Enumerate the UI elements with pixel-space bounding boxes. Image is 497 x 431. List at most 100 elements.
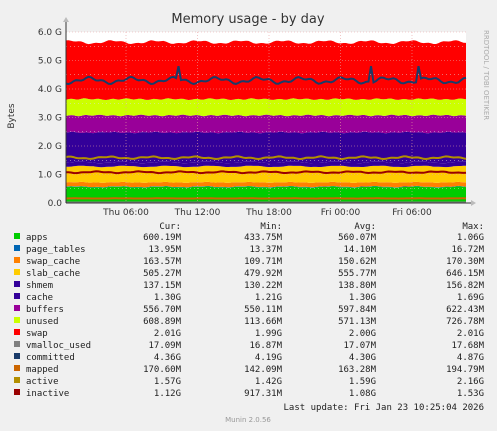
legend-header-min: Min: [260, 222, 282, 232]
legend-max: 170.30M [446, 257, 485, 267]
area-unused [66, 98, 466, 117]
x-tick-label: Thu 06:00 [102, 208, 149, 218]
legend-cur: 556.70M [143, 305, 182, 315]
y-tick-label: 2.0 G [38, 142, 62, 152]
y-tick-label: 1.0 G [38, 171, 62, 181]
legend-name: apps [26, 233, 48, 243]
y-axis-label: Bytes [7, 103, 17, 129]
legend-avg: 2.00G [349, 329, 376, 339]
legend-row-apps: apps 600.19M 433.75M 560.07M 1.06G [14, 233, 484, 243]
legend-row-swap: swap 2.01G 1.99G 2.00G 2.01G [14, 329, 484, 339]
area-slab_cache [66, 165, 466, 183]
legend-min: 479.92M [244, 269, 283, 279]
legend-row-committed: committed 4.36G 4.19G 4.30G 4.87G [14, 353, 484, 363]
legend-swatch [14, 233, 20, 239]
legend-swatch [14, 377, 20, 383]
legend-cur: 163.57M [143, 257, 182, 267]
legend: Cur: Min: Avg: Max: apps 600.19M 433.75M 56… [14, 222, 485, 399]
legend-min: 433.75M [244, 233, 283, 243]
legend-max: 156.82M [446, 281, 485, 291]
legend-cur: 13.95M [148, 245, 181, 255]
legend-avg: 1.30G [349, 293, 376, 303]
legend-swatch [14, 293, 20, 299]
legend-avg: 17.07M [343, 341, 376, 351]
area-buffers [66, 114, 466, 134]
legend-swatch [14, 341, 20, 347]
legend-max: 194.79M [446, 365, 485, 375]
legend-cur: 1.12G [154, 389, 181, 399]
legend-max: 1.06G [457, 233, 484, 243]
area-swap [66, 40, 466, 100]
legend-max: 4.87G [457, 353, 484, 363]
legend-name: cache [26, 293, 53, 303]
legend-row-buffers: buffers 556.70M 550.11M 597.84M 622.43M [14, 305, 485, 315]
legend-cur: 170.60M [143, 365, 182, 375]
line-committed [65, 65, 467, 86]
legend-row-page_tables: page_tables 13.95M 13.37M 14.10M 16.72M [14, 245, 485, 255]
legend-cur: 4.36G [154, 353, 181, 363]
legend-avg: 560.07M [338, 233, 377, 243]
legend-max: 2.16G [457, 377, 484, 387]
legend-name: swap_cache [26, 257, 80, 267]
axes: 0.0 1.0 G 2.0 G 3.0 G 4.0 G 5.0 G 6.0 G Thu 06:… [38, 17, 476, 218]
legend-row-inactive: inactive 1.12G 917.31M 1.08G 1.53G [14, 389, 484, 399]
legend-name: swap [26, 329, 48, 339]
legend-swatch [14, 257, 20, 263]
legend-max: 2.01G [457, 329, 484, 339]
legend-avg: 1.59G [349, 377, 376, 387]
rrdtool-label: RRDTOOL / TOBI OETIKER [482, 30, 490, 120]
x-tick-label: Fri 06:00 [392, 208, 432, 218]
line-active [65, 155, 467, 161]
legend-cur: 17.09M [148, 341, 181, 351]
y-tick-label: 3.0 G [38, 114, 62, 124]
legend-min: 1.42G [255, 377, 282, 387]
y-tick-label: 0.0 [48, 199, 63, 209]
legend-avg: 571.13M [338, 317, 377, 327]
legend-cur: 137.15M [143, 281, 182, 291]
legend-max: 17.68M [451, 341, 484, 351]
legend-swatch [14, 353, 20, 359]
legend-min: 142.09M [244, 365, 283, 375]
x-tick-label: Fri 00:00 [321, 208, 361, 218]
legend-min: 109.71M [244, 257, 283, 267]
legend-name: vmalloc_used [26, 341, 91, 351]
legend-swatch [14, 329, 20, 335]
legend-name: unused [26, 317, 59, 327]
legend-cur: 600.19M [143, 233, 182, 243]
legend-name: inactive [26, 389, 69, 399]
legend-avg: 163.28M [338, 365, 377, 375]
area-swap_cache [66, 181, 466, 188]
legend-name: committed [26, 353, 75, 363]
legend-min: 4.19G [255, 353, 282, 363]
legend-avg: 150.62M [338, 257, 377, 267]
legend-row-cache: cache 1.30G 1.21G 1.30G 1.69G [14, 293, 484, 303]
legend-avg: 138.80M [338, 281, 377, 291]
legend-swatch [14, 365, 20, 371]
line-inactive [66, 170, 467, 175]
legend-min: 550.11M [244, 305, 283, 315]
legend-row-slab_cache: slab_cache 505.27M 479.92M 555.77M 646.15M [14, 269, 485, 279]
legend-cur: 608.89M [143, 317, 182, 327]
munin-version: Munin 2.0.56 [225, 416, 271, 424]
legend-min: 1.99G [255, 329, 282, 339]
last-update-text: Last update: Fri Jan 23 10:25:04 2026 [284, 403, 484, 413]
legend-avg: 555.77M [338, 269, 377, 279]
legend-row-swap_cache: swap_cache 163.57M 109.71M 150.62M 170.30M [14, 257, 485, 267]
legend-header-cur: Cur: [159, 222, 181, 232]
area-cache [66, 131, 466, 164]
legend-swatch [14, 245, 20, 251]
legend-row-shmem: shmem 137.15M 130.22M 138.80M 156.82M [14, 281, 485, 291]
legend-avg: 4.30G [349, 353, 376, 363]
legend-name: shmem [26, 281, 53, 291]
legend-swatch [14, 281, 20, 287]
legend-min: 13.37M [249, 245, 282, 255]
x-axis-arrow [471, 200, 476, 206]
x-tick-label: Thu 12:00 [174, 208, 221, 218]
legend-name: buffers [26, 305, 64, 315]
y-tick-label: 5.0 G [38, 57, 62, 67]
legend-max: 622.43M [446, 305, 485, 315]
y-tick-label: 4.0 G [38, 85, 62, 95]
legend-max: 646.15M [446, 269, 485, 279]
